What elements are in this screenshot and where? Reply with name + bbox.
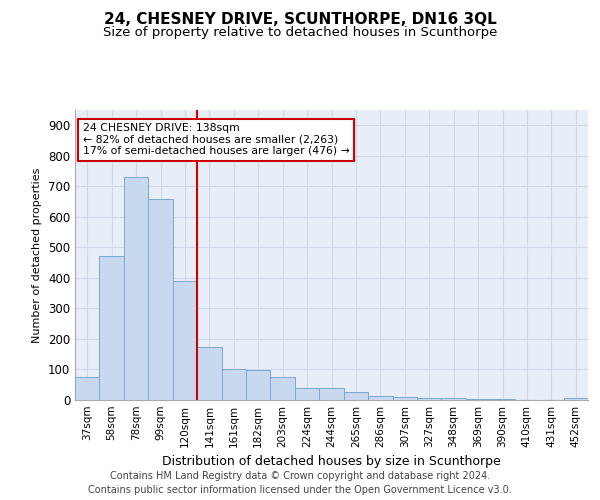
Bar <box>392 396 417 400</box>
Bar <box>319 388 344 400</box>
Bar <box>295 388 319 400</box>
Bar <box>417 398 442 400</box>
Bar <box>466 399 490 400</box>
Y-axis label: Number of detached properties: Number of detached properties <box>32 168 43 342</box>
Text: Size of property relative to detached houses in Scunthorpe: Size of property relative to detached ho… <box>103 26 497 39</box>
Text: 24 CHESNEY DRIVE: 138sqm
← 82% of detached houses are smaller (2,263)
17% of sem: 24 CHESNEY DRIVE: 138sqm ← 82% of detach… <box>83 123 349 156</box>
Bar <box>344 392 368 400</box>
Bar <box>271 377 295 400</box>
Text: 24, CHESNEY DRIVE, SCUNTHORPE, DN16 3QL: 24, CHESNEY DRIVE, SCUNTHORPE, DN16 3QL <box>104 12 496 28</box>
Text: Contains HM Land Registry data © Crown copyright and database right 2024.: Contains HM Land Registry data © Crown c… <box>110 471 490 481</box>
Bar <box>75 377 100 400</box>
Bar <box>246 370 271 400</box>
Bar <box>124 177 148 400</box>
Bar <box>368 396 392 400</box>
Text: Contains public sector information licensed under the Open Government Licence v3: Contains public sector information licen… <box>88 485 512 495</box>
X-axis label: Distribution of detached houses by size in Scunthorpe: Distribution of detached houses by size … <box>162 456 501 468</box>
Bar <box>100 256 124 400</box>
Bar <box>197 346 221 400</box>
Bar <box>148 198 173 400</box>
Bar <box>221 370 246 400</box>
Bar <box>442 398 466 400</box>
Bar <box>173 281 197 400</box>
Bar <box>563 398 588 400</box>
